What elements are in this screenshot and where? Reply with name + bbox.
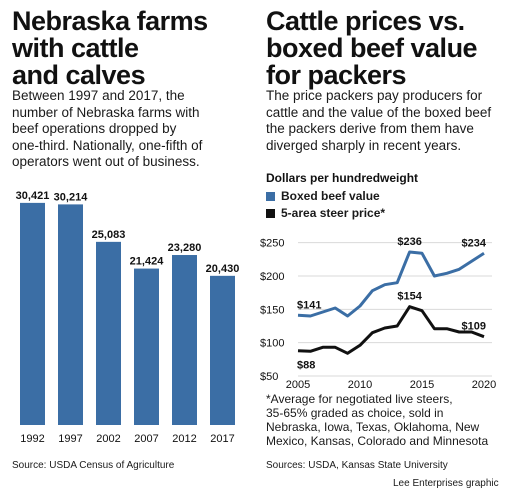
- bar-2002: [96, 241, 121, 425]
- boxed-beef-line: [297, 250, 485, 318]
- data-label: $141: [297, 299, 321, 311]
- left-source: Source: USDA Census of Agriculture: [12, 460, 175, 471]
- x-tick-label: 2010: [348, 379, 372, 390]
- data-label: $234: [462, 237, 487, 249]
- data-label: $236: [397, 236, 421, 248]
- right-deck-line: cattle and the value of the boxed beef: [266, 104, 492, 120]
- left-deck-line: number of Nebraska farms with: [12, 104, 200, 120]
- right-deck-line: The price packers pay producers for: [266, 88, 483, 103]
- y-tick-label: $50: [260, 371, 278, 383]
- left-chart-description: Between 1997 and 2017, the number of Neb…: [12, 88, 257, 171]
- bar-1997: [58, 204, 83, 425]
- data-label: $88: [297, 360, 315, 372]
- left-chart-title: Nebraska farms with cattle and calves: [12, 8, 208, 89]
- data-label: $154: [397, 291, 422, 303]
- footnote-line: Nebraska, Iowa, Texas, Oklahoma, New: [266, 420, 480, 434]
- bar-category-label: 2012: [172, 433, 196, 445]
- left-title-line: Nebraska farms: [12, 6, 208, 36]
- bar-category-label: 2007: [134, 433, 158, 445]
- bar-category-label: 1992: [20, 433, 44, 445]
- x-tick-label: 2005: [286, 379, 310, 390]
- legend-swatch-boxed-beef: [266, 191, 275, 201]
- right-chart-description: The price packers pay producers for catt…: [266, 88, 514, 154]
- right-deck-line: the packers derive from them have: [266, 121, 474, 136]
- right-deck-line: diverged sharply in recent years.: [266, 137, 462, 153]
- bar-value-label: 30,214: [54, 191, 89, 203]
- units-label: Dollars per hundredweight: [266, 171, 419, 185]
- prices-line-chart: $250 $200 $150 $100 $50 2005 2010 2015 2020 $141 $…: [260, 236, 496, 390]
- bar-1992: [20, 202, 45, 425]
- y-tick-label: $200: [260, 271, 284, 283]
- footnote-line: 35-65% graded as choice, sold in: [266, 406, 444, 420]
- farms-bar-chart: 30,421 1992 30,214 1997 25,083 2002 21,424 2007…: [16, 190, 240, 445]
- data-label: $109: [462, 321, 486, 333]
- x-tick-label: 2015: [410, 379, 434, 390]
- left-deck-line: Between 1997 and 2017, the: [12, 88, 185, 103]
- left-title-line: and calves: [12, 60, 146, 90]
- left-deck-line: one-third. Nationally, one-fifth of: [12, 137, 203, 153]
- y-tick-label: $100: [260, 338, 284, 350]
- x-tick-label: 2020: [472, 379, 496, 390]
- y-tick-label: $150: [260, 304, 284, 316]
- y-tick-label: $250: [260, 238, 284, 250]
- bar-value-label: 30,421: [16, 190, 50, 202]
- left-deck-line: beef operations dropped by: [12, 121, 177, 136]
- steer-price-line: [297, 305, 485, 355]
- footnote-line: Mexico, Kansas, Colorado and Minnesota: [266, 434, 489, 448]
- credit: Lee Enterprises graphic: [393, 478, 499, 489]
- bar-category-label: 1997: [58, 433, 82, 445]
- bar-value-label: 20,430: [206, 263, 240, 275]
- bar-value-label: 23,280: [168, 242, 202, 254]
- legend-swatch-steer-price: [266, 208, 275, 218]
- right-title-line: Cattle prices vs.: [266, 6, 465, 36]
- footnote: *Average for negotiated live steers, 35-…: [266, 392, 514, 448]
- legend-steer-price: 5-area steer price*: [266, 206, 385, 220]
- right-title-line: for packers: [266, 60, 407, 90]
- bar-value-label: 25,083: [92, 229, 126, 241]
- right-source: Sources: USDA, Kansas State University: [266, 460, 448, 471]
- legend-label-boxed-beef: Boxed beef value: [281, 189, 380, 203]
- bar-2007: [134, 268, 159, 425]
- bar-value-label: 21,424: [130, 256, 165, 268]
- bar-2012: [172, 255, 197, 425]
- left-title-line: with cattle: [12, 33, 139, 63]
- right-chart-title: Cattle prices vs. boxed beef value for p…: [266, 6, 478, 90]
- legend-label-steer-price: 5-area steer price*: [281, 206, 386, 220]
- right-title-line: boxed beef value: [266, 33, 478, 63]
- bar-category-label: 2002: [96, 433, 120, 445]
- legend-boxed-beef: Boxed beef value: [266, 189, 380, 203]
- left-deck-line: operators went out of business.: [12, 154, 200, 169]
- footnote-line: *Average for negotiated live steers,: [266, 392, 453, 406]
- bar-2017: [210, 275, 235, 425]
- bar-category-label: 2017: [210, 433, 234, 445]
